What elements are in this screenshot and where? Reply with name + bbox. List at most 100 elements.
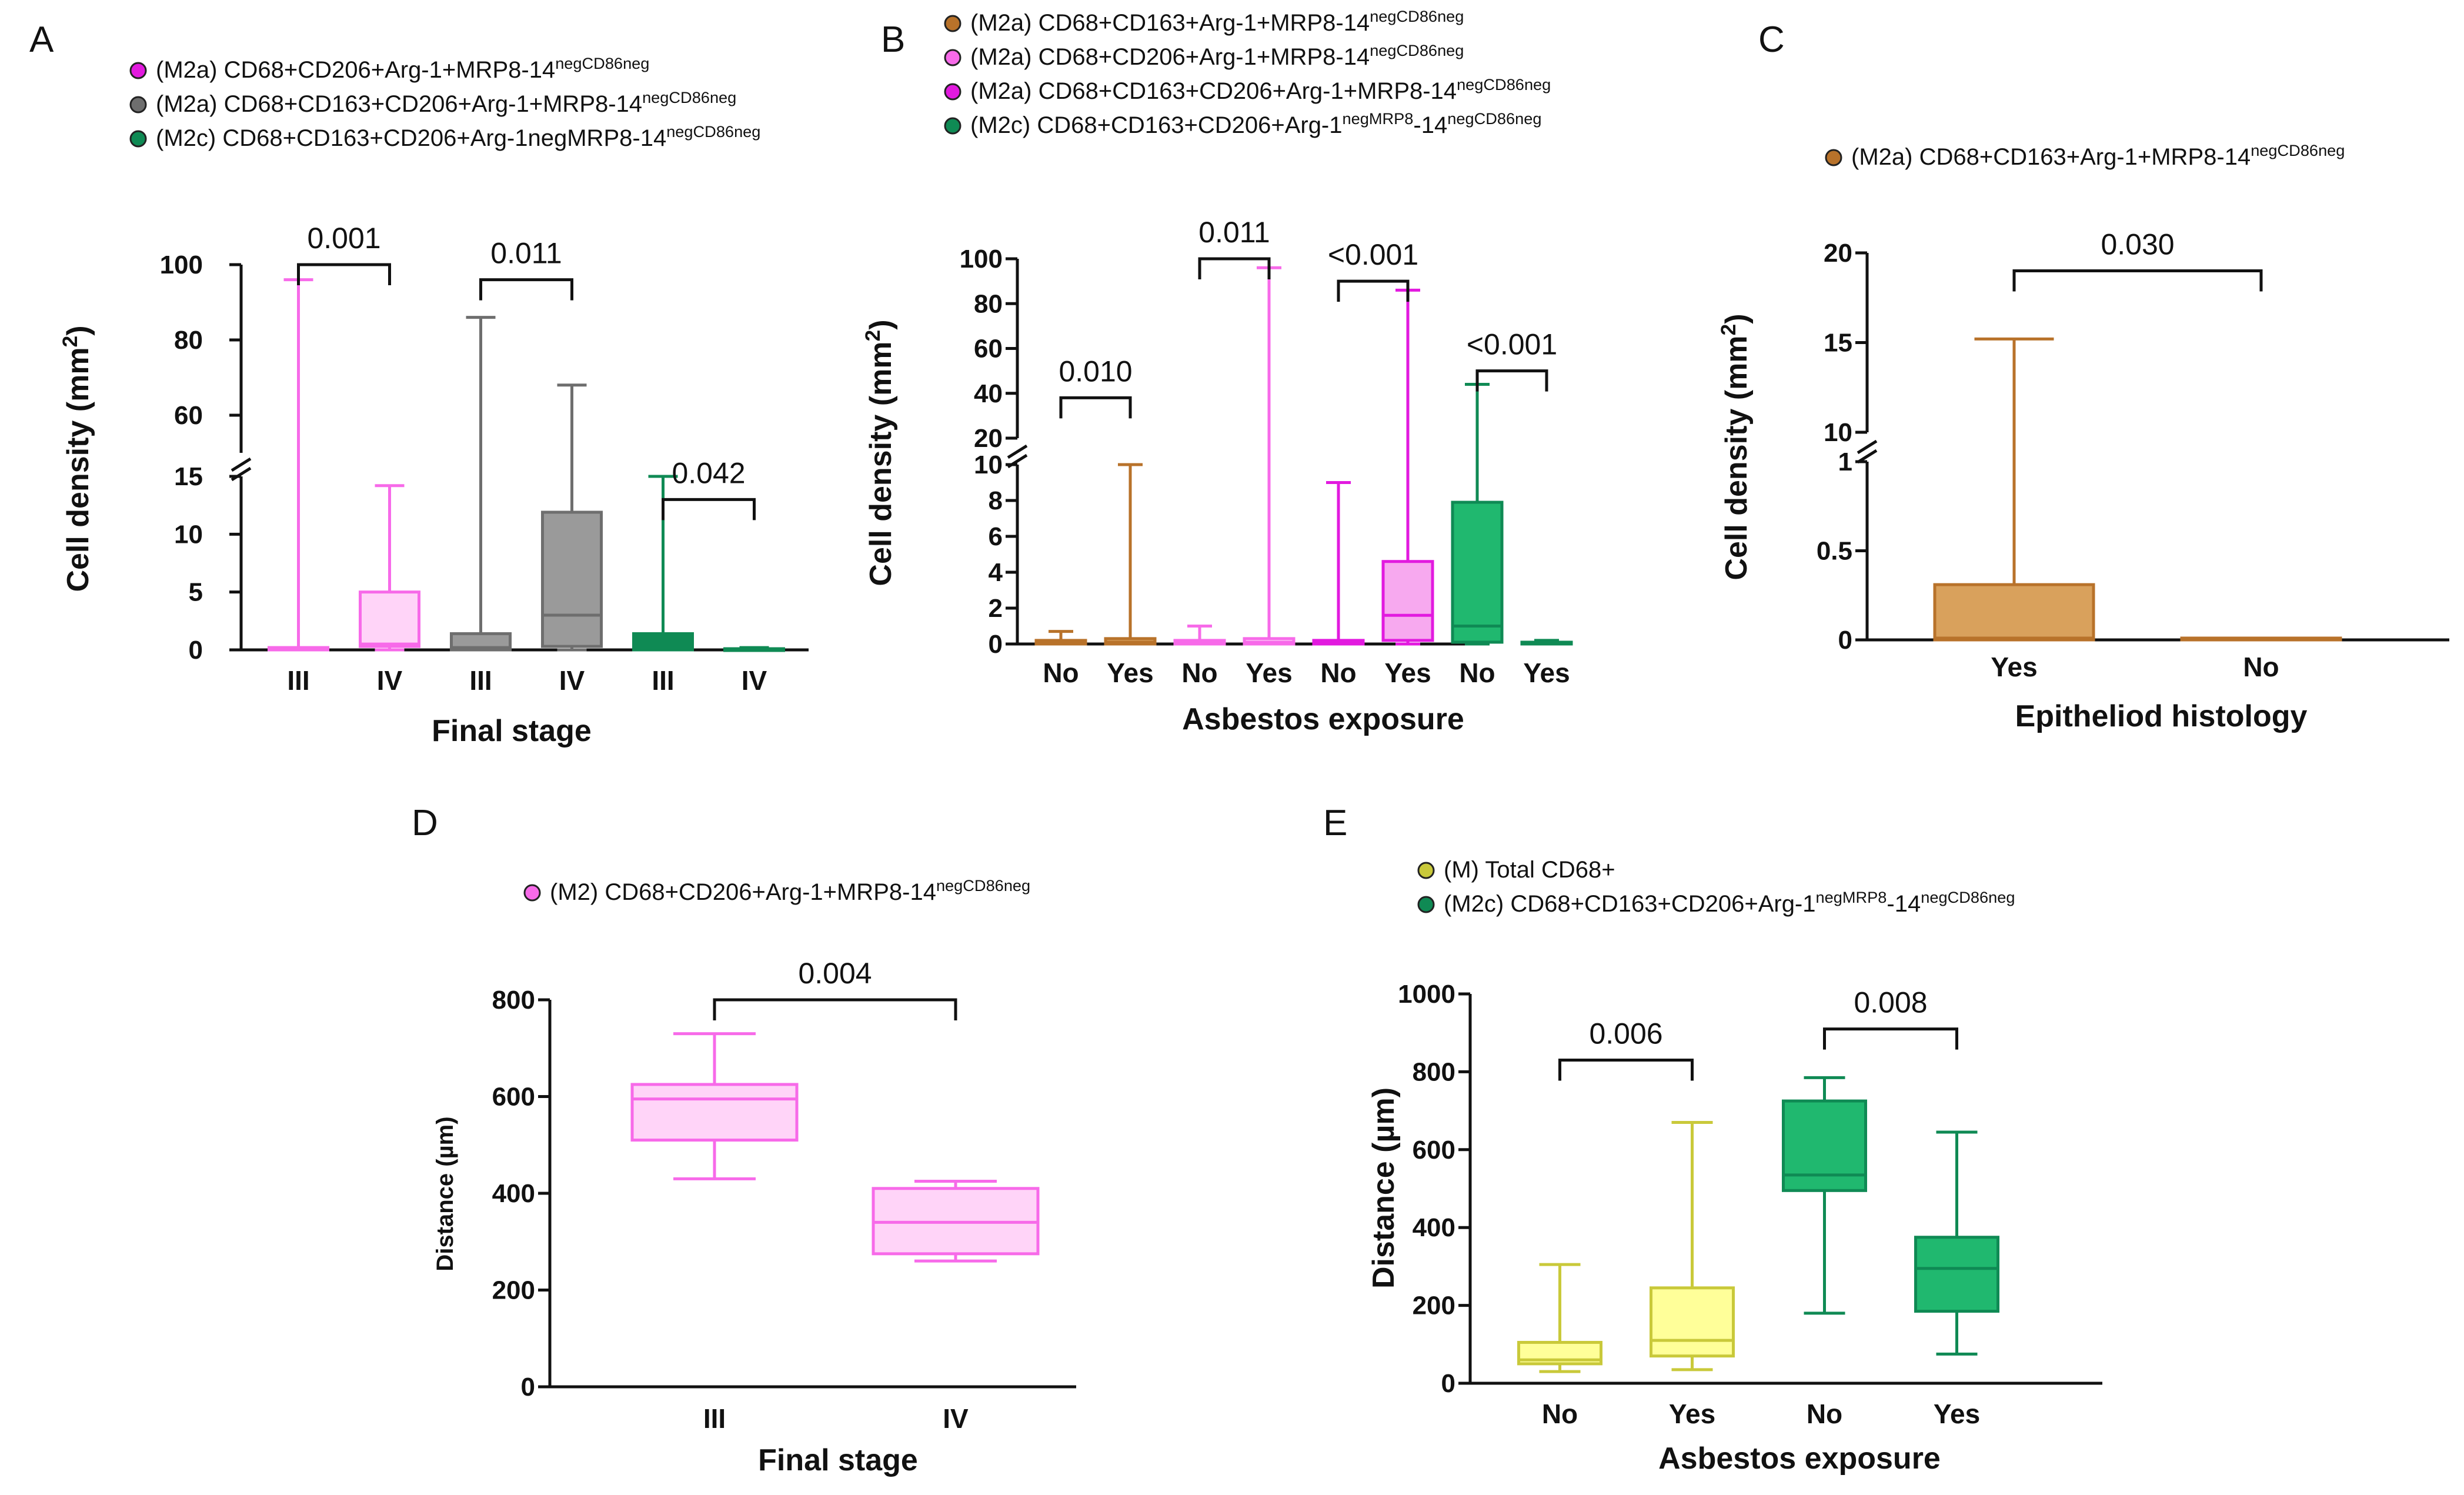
- y-tick-label: 600: [1413, 1136, 1455, 1164]
- box-b-1: [1034, 630, 1087, 646]
- box-iqr: [1650, 1286, 1735, 1358]
- box-iqr: [630, 1083, 799, 1142]
- significance-bracket: 0.011: [479, 237, 573, 301]
- panel-b: B (M2a) CD68+CD163+Arg-1+MRP8-14negCD86ne…: [862, 7, 1573, 736]
- p-value-label: 0.042: [672, 456, 745, 489]
- legend-label: (M2c) CD68+CD163+CD206+Arg-1negMRP8-14ne…: [1444, 888, 2015, 917]
- x-category-label: Yes: [1107, 658, 1153, 688]
- panel-c: C (M2a) CD68+CD163+Arg-1+MRP8-14negCD86ne…: [1717, 19, 2449, 733]
- axis-break-mark: [231, 457, 252, 472]
- p-value-label: 0.004: [798, 957, 872, 990]
- x-category-label: III: [287, 665, 309, 696]
- x-category-label: Yes: [1934, 1399, 1980, 1429]
- panel-letter-e: E: [1323, 803, 1347, 843]
- significance-bracket: 0.011: [1198, 216, 1271, 279]
- y-tick-label: 400: [1413, 1213, 1455, 1242]
- axis-break-mark: [1007, 453, 1028, 469]
- y-tick-label: 200: [492, 1276, 535, 1305]
- y-tick-label: 10: [174, 520, 203, 549]
- axis-break-mark: [1007, 444, 1028, 459]
- panel-letter-c: C: [1758, 19, 1785, 60]
- y-tick-label: 800: [1413, 1057, 1455, 1086]
- box-iqr: [1381, 560, 1434, 642]
- y-tick-label: 4: [989, 558, 1003, 587]
- p-value-label: <0.001: [1328, 238, 1418, 271]
- x-axis-title: Asbestos exposure: [1658, 1441, 1941, 1476]
- legend-marker-icon: [944, 117, 961, 135]
- y-tick-label: 20: [974, 424, 1003, 453]
- legend-label: (M2) CD68+CD206+Arg-1+MRP8-14negCD86neg: [550, 876, 1030, 906]
- significance-bracket: 0.006: [1558, 1017, 1694, 1081]
- legend-marker-icon: [523, 884, 541, 902]
- significance-bracket: 0.004: [713, 957, 957, 1020]
- y-axis-title: Distance (µm): [1367, 1087, 1401, 1289]
- legend-label: (M2c) CD68+CD163+CD206+Arg-1negMRP8-14ne…: [970, 109, 1541, 139]
- significance-bracket: 0.010: [1059, 355, 1133, 419]
- x-category-label: Yes: [1523, 658, 1570, 688]
- y-tick-label: 8: [989, 486, 1003, 515]
- box-iqr: [1914, 1236, 1999, 1313]
- box-b-2: [1104, 463, 1157, 646]
- legend-label: (M2a) CD68+CD163+Arg-1+MRP8-14negCD86neg: [1851, 141, 2345, 171]
- bracket-line: [1823, 1027, 1958, 1050]
- box-e-3: [1782, 1076, 1867, 1315]
- legend-marker-icon: [129, 62, 147, 79]
- box-iqr: [1782, 1099, 1867, 1192]
- x-category-label: IV: [742, 665, 767, 696]
- x-category-label: No: [1807, 1399, 1842, 1429]
- significance-bracket: <0.001: [1328, 238, 1418, 302]
- bracket-line: [713, 998, 957, 1020]
- box-iqr: [541, 510, 603, 648]
- bracket-line: [1337, 279, 1410, 302]
- box-a-3: [450, 316, 512, 652]
- y-tick-label: 60: [174, 401, 203, 430]
- p-value-label: 0.011: [490, 237, 562, 270]
- y-tick-label: 0: [989, 630, 1003, 659]
- box-a-2: [359, 484, 420, 652]
- legend-label: (M2a) CD68+CD206+Arg-1+MRP8-14negCD86neg: [970, 41, 1464, 71]
- panel-e: E (M) Total CD68+ (M2c) CD68+CD163+CD206+A…: [1323, 803, 2102, 1476]
- significance-bracket: 0.030: [2012, 228, 2263, 292]
- x-category-label: III: [703, 1403, 726, 1434]
- box-a-1: [268, 278, 329, 652]
- y-tick-label: 15: [174, 462, 203, 491]
- y-axis-title: Cell density (mm2): [1717, 313, 1754, 580]
- x-category-label: IV: [943, 1403, 969, 1434]
- box-d-1: [630, 1032, 799, 1180]
- significance-bracket: <0.001: [1467, 328, 1557, 392]
- x-axis-title: Final stage: [432, 714, 592, 748]
- p-value-label: 0.030: [2101, 228, 2174, 261]
- axis-break-mark: [1857, 439, 1878, 455]
- axis-break-mark: [231, 466, 252, 482]
- box-a-6: [723, 646, 785, 652]
- y-tick-label: 10: [1824, 418, 1852, 447]
- x-category-label: No: [1542, 1399, 1578, 1429]
- p-value-label: <0.001: [1467, 328, 1557, 361]
- box-b-5: [1312, 481, 1365, 646]
- p-value-label: 0.001: [307, 222, 380, 255]
- x-category-label: Yes: [1669, 1399, 1715, 1429]
- p-value-label: 0.006: [1589, 1017, 1662, 1050]
- box-b-6: [1381, 288, 1434, 646]
- y-tick-label: 600: [492, 1083, 535, 1112]
- legend-marker-icon: [1417, 896, 1435, 913]
- box-e-1: [1517, 1263, 1602, 1373]
- legend-label: (M2c) CD68+CD163+CD206+Arg-1negMRP8-14ne…: [156, 122, 760, 152]
- y-tick-label: 20: [1824, 239, 1852, 268]
- y-tick-label: 100: [160, 251, 203, 279]
- x-category-label: III: [652, 665, 674, 696]
- x-category-label: No: [2243, 652, 2279, 682]
- x-axis-title: Asbestos exposure: [1182, 702, 1464, 736]
- bracket-line: [297, 263, 391, 285]
- significance-bracket: 0.042: [662, 456, 756, 520]
- box-e-4: [1914, 1130, 1999, 1356]
- axis-break-mark: [1857, 449, 1878, 464]
- box-iqr: [359, 590, 420, 648]
- legend-marker-icon: [944, 15, 961, 32]
- x-category-label: No: [1459, 658, 1495, 688]
- x-axis-title: Final stage: [758, 1443, 918, 1477]
- y-tick-label: 2: [989, 594, 1003, 623]
- bracket-line: [1198, 257, 1271, 279]
- box-iqr: [1933, 583, 2095, 642]
- x-category-label: No: [1043, 658, 1079, 688]
